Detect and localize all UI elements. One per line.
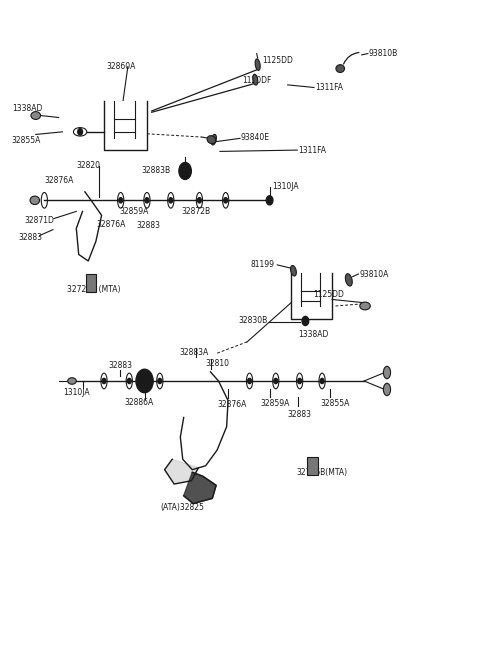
Text: 32872B: 32872B [182, 207, 211, 216]
Circle shape [136, 369, 153, 393]
Text: 32855A: 32855A [320, 400, 349, 408]
Ellipse shape [68, 378, 76, 384]
Circle shape [158, 379, 162, 384]
Text: 1125DD: 1125DD [313, 290, 344, 299]
Ellipse shape [336, 65, 345, 73]
Text: (ATA)32825: (ATA)32825 [161, 503, 204, 512]
Circle shape [78, 128, 83, 135]
Circle shape [224, 198, 228, 203]
Text: 81199: 81199 [251, 260, 275, 269]
Ellipse shape [31, 111, 40, 119]
Text: 32830B: 32830B [239, 316, 268, 326]
Circle shape [127, 379, 131, 384]
Text: 32883B: 32883B [142, 166, 171, 176]
Circle shape [320, 379, 324, 384]
Polygon shape [165, 459, 199, 484]
Text: 32810: 32810 [205, 359, 229, 368]
Text: 1338AD: 1338AD [12, 104, 42, 113]
Ellipse shape [211, 134, 216, 145]
Circle shape [274, 379, 278, 384]
Text: 1311FA: 1311FA [315, 83, 343, 92]
Text: 32876A: 32876A [217, 400, 246, 409]
Text: 32886A: 32886A [124, 398, 154, 407]
Circle shape [298, 379, 301, 384]
Circle shape [302, 316, 309, 326]
Text: 1120DF: 1120DF [242, 77, 272, 85]
Ellipse shape [207, 136, 216, 143]
Circle shape [179, 162, 192, 179]
Ellipse shape [290, 265, 296, 276]
Text: 93840E: 93840E [241, 132, 270, 141]
Text: 93810B: 93810B [369, 49, 398, 58]
Text: 1311FA: 1311FA [299, 145, 327, 155]
Text: 32855A: 32855A [12, 136, 41, 145]
Text: 32726B (MTA): 32726B (MTA) [67, 285, 121, 294]
Text: 32726B(MTA): 32726B(MTA) [296, 468, 348, 477]
Bar [307, 457, 318, 475]
Bar [86, 274, 96, 292]
Text: 32883: 32883 [288, 410, 312, 419]
Ellipse shape [255, 59, 260, 70]
Text: 32820: 32820 [77, 161, 101, 170]
Circle shape [102, 379, 106, 384]
Circle shape [198, 198, 201, 203]
Circle shape [266, 196, 273, 205]
Circle shape [145, 198, 149, 203]
Text: 32883: 32883 [109, 361, 133, 370]
Text: 32883A: 32883A [179, 348, 208, 357]
Text: 32859A: 32859A [260, 400, 289, 408]
Circle shape [248, 379, 252, 384]
Ellipse shape [360, 302, 370, 310]
Text: 32883: 32883 [18, 233, 42, 242]
Ellipse shape [30, 196, 39, 204]
Ellipse shape [345, 274, 352, 286]
Ellipse shape [384, 383, 391, 396]
Text: 32871D: 32871D [24, 216, 54, 225]
Text: 32860A: 32860A [107, 62, 136, 71]
Text: 93810A: 93810A [360, 269, 389, 278]
Text: 1338AD: 1338AD [298, 329, 329, 339]
Text: 1310JA: 1310JA [272, 182, 299, 191]
Ellipse shape [253, 74, 258, 85]
Text: 32876A: 32876A [44, 176, 74, 185]
Polygon shape [184, 472, 216, 504]
Circle shape [169, 198, 173, 203]
Text: 32876A: 32876A [97, 220, 126, 229]
Ellipse shape [384, 366, 391, 379]
Text: 1125DD: 1125DD [263, 56, 293, 65]
Text: 1310JA: 1310JA [63, 388, 90, 397]
Text: 32883: 32883 [136, 221, 160, 230]
Text: 32859A: 32859A [120, 207, 149, 216]
Circle shape [119, 198, 122, 203]
